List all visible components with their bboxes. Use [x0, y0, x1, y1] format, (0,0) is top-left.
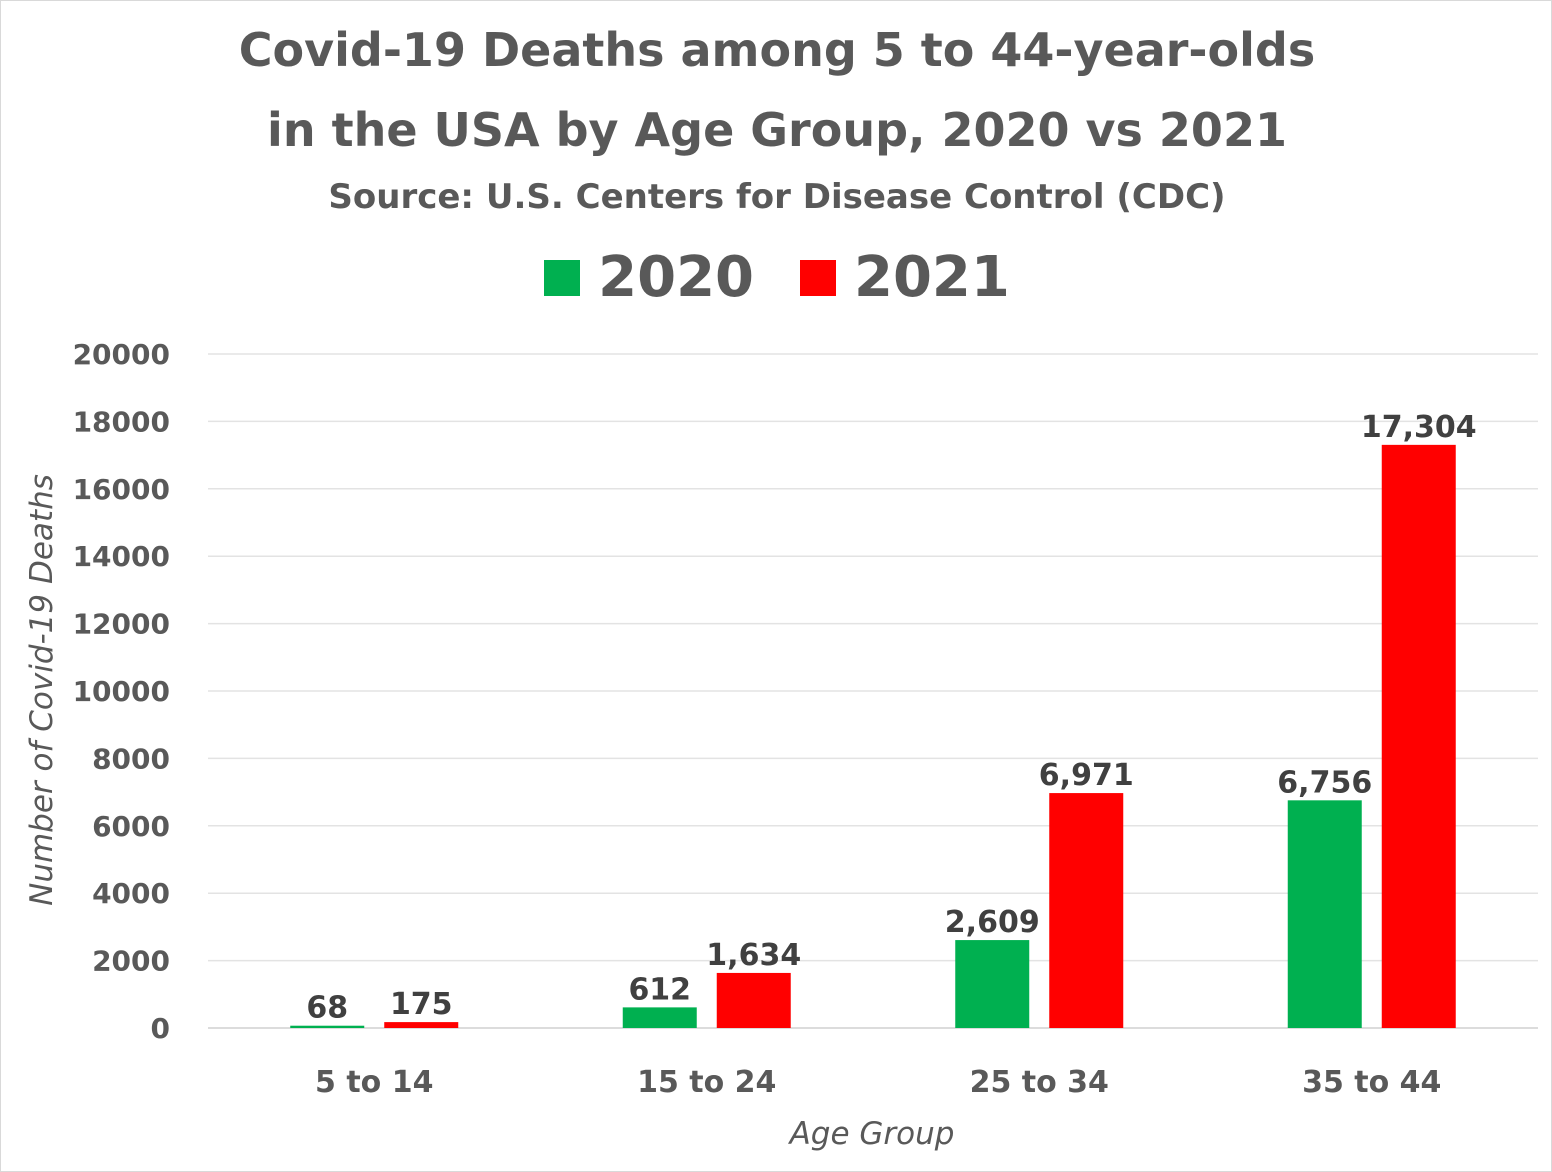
data-label-2020: 6,756 — [1277, 765, 1372, 800]
x-category-label: 35 to 44 — [1302, 1065, 1441, 1100]
data-label-2021: 6,971 — [1039, 758, 1134, 793]
legend-label-2021: 2021 — [854, 245, 1010, 310]
legend-label-2020: 2020 — [598, 245, 754, 310]
x-category-label: 25 to 34 — [970, 1065, 1109, 1100]
y-axis-title: Number of Covid-19 Deaths — [24, 474, 60, 906]
y-tick-label: 10000 — [73, 675, 170, 708]
y-tick-label: 4000 — [92, 877, 170, 910]
data-labels: 68 175 612 1,634 2,609 6,971 6,756 17,304 — [306, 410, 1476, 1026]
x-axis-categories: 5 to 14 15 to 24 25 to 34 35 to 44 — [315, 1065, 1441, 1100]
y-axis-ticks: 0 2000 4000 6000 8000 10000 12000 14000 16000 180… — [73, 338, 170, 1045]
legend-item-2021: 2021 — [800, 245, 1010, 310]
bar-2020 — [1287, 800, 1362, 1028]
y-tick-label: 0 — [151, 1012, 170, 1045]
legend: 2020 2021 — [1, 245, 1552, 310]
bar-2021 — [716, 972, 791, 1028]
y-tick-label: 2000 — [92, 945, 170, 978]
y-tick-label: 20000 — [73, 338, 170, 371]
y-tick-label: 16000 — [73, 473, 170, 506]
data-label-2020: 68 — [306, 991, 348, 1026]
y-tick-label: 12000 — [73, 608, 170, 641]
x-category-label: 15 to 24 — [637, 1065, 776, 1100]
data-label-2020: 612 — [628, 972, 691, 1007]
data-label-2020: 2,609 — [945, 905, 1040, 940]
chart-title-line2: in the USA by Age Group, 2020 vs 2021 — [267, 103, 1287, 157]
x-category-label: 5 to 14 — [315, 1065, 433, 1100]
data-label-2021: 17,304 — [1361, 410, 1477, 445]
bar-2020 — [622, 1007, 697, 1028]
x-axis-title: Age Group — [788, 1116, 955, 1152]
bar-2020 — [290, 1025, 365, 1028]
legend-swatch-2021 — [800, 259, 836, 296]
bar-2020 — [955, 940, 1030, 1028]
chart-title: Covid-19 Deaths among 5 to 44-year-olds — [238, 23, 1316, 77]
y-tick-label: 8000 — [92, 742, 170, 775]
bars — [290, 444, 1456, 1028]
data-label-2021: 1,634 — [706, 938, 801, 973]
bar-2021 — [384, 1022, 459, 1028]
bar-2021 — [1049, 793, 1124, 1028]
legend-swatch-2020 — [544, 259, 581, 296]
chart-subtitle: Source: U.S. Centers for Disease Control… — [328, 177, 1226, 217]
y-tick-label: 6000 — [92, 810, 170, 843]
data-label-2021: 175 — [390, 987, 453, 1022]
y-tick-label: 18000 — [73, 405, 170, 438]
bar-2021 — [1381, 444, 1456, 1028]
legend-item-2020: 2020 — [544, 245, 754, 310]
y-tick-label: 14000 — [73, 540, 170, 573]
